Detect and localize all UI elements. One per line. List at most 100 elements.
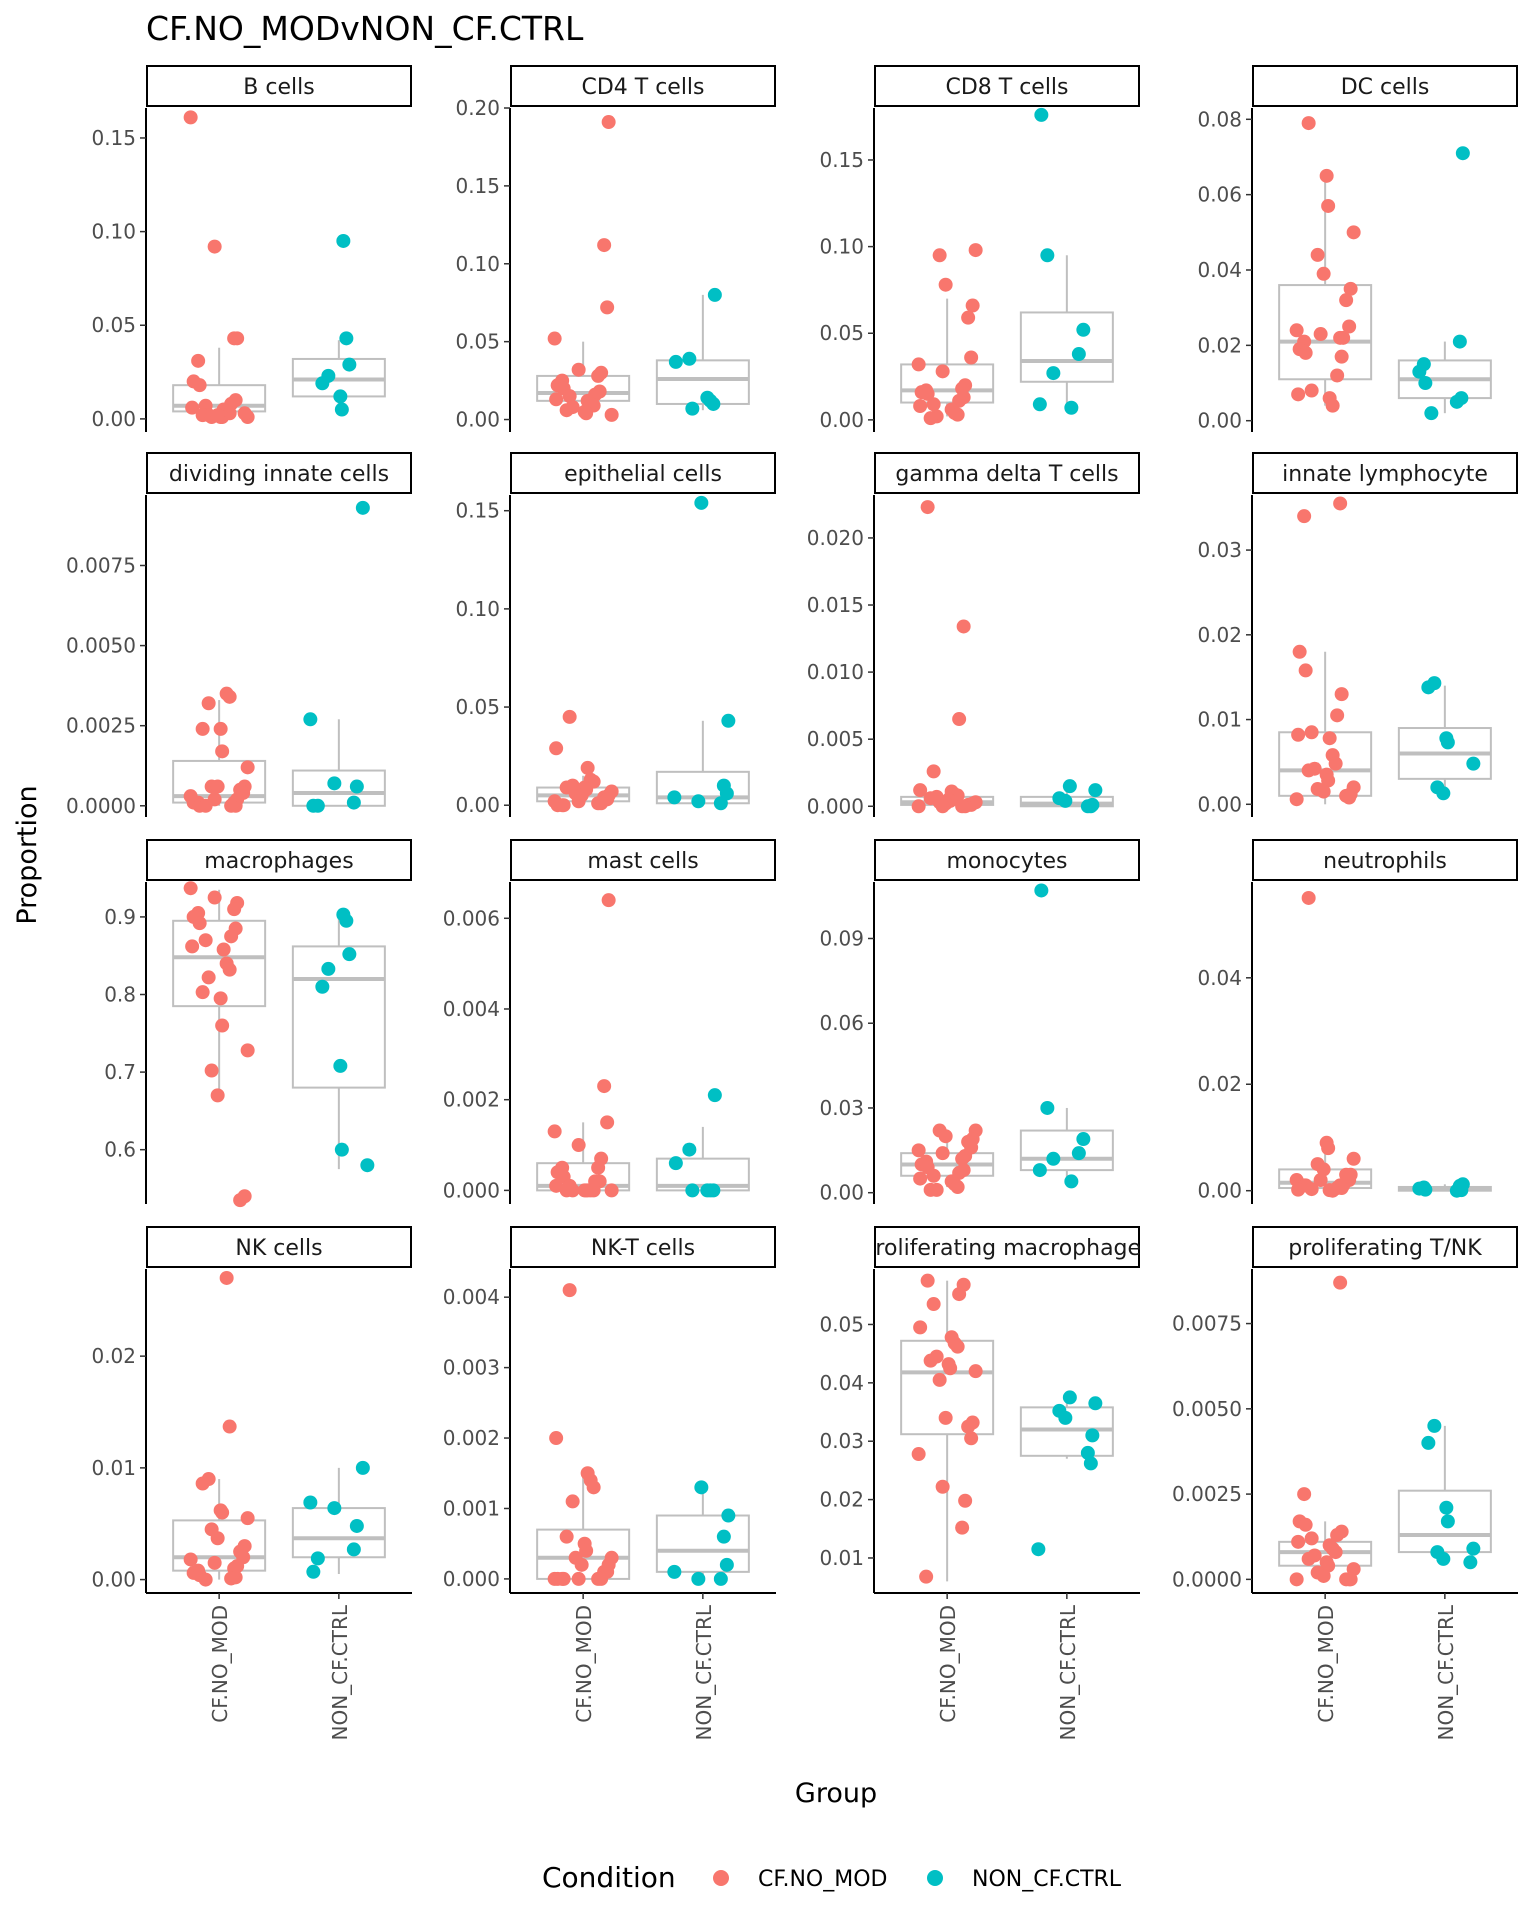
- data-point-cf-no-mod: [1291, 727, 1306, 742]
- data-point-cf-no-mod: [185, 939, 200, 954]
- y-tick-label: 0.002: [443, 1426, 500, 1450]
- data-point-cf-no-mod: [1333, 496, 1348, 511]
- data-point-cf-no-mod: [1298, 1517, 1313, 1532]
- data-point-cf-no-mod: [1333, 330, 1348, 345]
- y-tick-label: 0.00: [819, 408, 864, 432]
- data-point-non-cf-ctrl: [1064, 400, 1079, 415]
- y-tick-label: 0.000: [807, 794, 864, 818]
- data-point-non-cf-ctrl: [667, 1564, 682, 1579]
- data-point-non-cf-ctrl: [1463, 1555, 1478, 1570]
- data-point-cf-no-mod: [926, 1168, 941, 1183]
- y-tick-label: 0.02: [1197, 1072, 1242, 1096]
- data-point-cf-no-mod: [1316, 1568, 1331, 1583]
- boxplot-non-cf-ctrl: [1397, 341, 1492, 414]
- boxplot-cf-no-mod: [900, 298, 995, 417]
- y-tick-label: 0.02: [1197, 623, 1242, 647]
- y-tick-label: 0.0025: [1172, 1482, 1242, 1506]
- data-point-cf-no-mod: [1316, 1162, 1331, 1177]
- box-iqr: [172, 1519, 267, 1572]
- data-point-cf-no-mod: [591, 796, 606, 811]
- data-point-cf-no-mod: [559, 1529, 574, 1544]
- strip-label: proliferating T/NK: [1288, 1236, 1482, 1261]
- strip-box: [510, 452, 776, 494]
- data-point-non-cf-ctrl: [685, 401, 700, 416]
- strip-box: [510, 1226, 776, 1268]
- facet-dc-cells: DC cells 0.00 0.02 0.04 0.06 0.08: [1197, 65, 1518, 433]
- strip-label: CD4 T cells: [581, 75, 704, 100]
- data-point-cf-no-mod: [1334, 687, 1349, 702]
- data-point-cf-no-mod: [938, 1129, 953, 1144]
- y-tick-label: 0.20: [455, 96, 500, 120]
- y-tick-label: 0.02: [91, 1344, 136, 1368]
- facet-epithelial-cells: epithelial cells 0.00 0.05 0.10 0.15: [455, 452, 776, 817]
- strip-box: [510, 65, 776, 107]
- strip-label: dividing innate cells: [169, 462, 389, 487]
- data-point-cf-no-mod: [600, 300, 615, 315]
- legend-key-non-cf-ctrl: [927, 1870, 943, 1886]
- data-point-cf-no-mod: [586, 1480, 601, 1495]
- data-point-cf-no-mod: [198, 933, 213, 948]
- data-point-cf-no-mod: [604, 1183, 619, 1198]
- y-tick-label: 0.05: [819, 321, 864, 345]
- data-point-cf-no-mod: [1316, 784, 1331, 799]
- facet-monocytes: monocytes 0.00 0.03 0.06 0.09: [819, 839, 1140, 1205]
- data-point-cf-no-mod: [913, 399, 928, 414]
- data-point-cf-no-mod: [968, 1364, 983, 1379]
- data-point-non-cf-ctrl: [1440, 735, 1455, 750]
- y-tick-label: 0.0050: [66, 634, 136, 658]
- data-point-cf-no-mod: [950, 407, 965, 422]
- data-point-cf-no-mod: [911, 1143, 926, 1158]
- data-point-cf-no-mod: [210, 1531, 225, 1546]
- box-iqr: [291, 945, 386, 1089]
- data-point-non-cf-ctrl: [694, 495, 709, 510]
- data-point-cf-no-mod: [571, 794, 586, 809]
- data-point-cf-no-mod: [207, 890, 222, 905]
- data-point-cf-no-mod: [207, 239, 222, 254]
- data-point-non-cf-ctrl: [303, 712, 318, 727]
- facet-cd4-t-cells: CD4 T cells 0.00 0.05 0.10 0.15 0.20: [455, 65, 776, 432]
- data-point-cf-no-mod: [913, 783, 928, 798]
- x-tick-label: CF.NO_MOD: [572, 1605, 596, 1723]
- strip-box: [874, 65, 1140, 107]
- data-point-non-cf-ctrl: [1449, 394, 1464, 409]
- strip-label: macrophages: [204, 849, 353, 874]
- data-point-non-cf-ctrl: [1466, 1541, 1481, 1556]
- data-point-cf-no-mod: [210, 779, 225, 794]
- y-tick-label: 0.10: [819, 235, 864, 259]
- data-point-non-cf-ctrl: [1436, 786, 1451, 801]
- data-point-cf-no-mod: [935, 1479, 950, 1494]
- data-point-cf-no-mod: [597, 1079, 612, 1094]
- data-point-cf-no-mod: [1346, 1151, 1361, 1166]
- y-tick-label: 0.0075: [1172, 1312, 1242, 1336]
- y-tick-label: 0.00: [455, 793, 500, 817]
- data-point-non-cf-ctrl: [303, 1495, 318, 1510]
- data-point-cf-no-mod: [549, 741, 564, 756]
- data-point-cf-no-mod: [601, 893, 616, 908]
- y-tick-label: 0.15: [91, 126, 136, 150]
- y-tick-label: 0.010: [807, 660, 864, 684]
- data-point-cf-no-mod: [183, 881, 198, 896]
- data-point-non-cf-ctrl: [721, 713, 736, 728]
- data-point-non-cf-ctrl: [682, 351, 697, 366]
- strip-label: DC cells: [1341, 75, 1430, 100]
- data-point-cf-no-mod: [215, 1018, 230, 1033]
- y-tick-label: 0.03: [1197, 538, 1242, 562]
- y-tick-label: 0.00: [91, 407, 136, 431]
- data-point-cf-no-mod: [1289, 1572, 1304, 1587]
- data-point-cf-no-mod: [559, 403, 574, 418]
- data-point-non-cf-ctrl: [360, 1158, 375, 1173]
- data-point-non-cf-ctrl: [707, 1088, 722, 1103]
- data-point-cf-no-mod: [1298, 345, 1313, 360]
- data-point-cf-no-mod: [1297, 509, 1312, 524]
- data-point-cf-no-mod: [213, 721, 228, 736]
- y-tick-label: 0.015: [807, 593, 864, 617]
- y-tick-label: 0.7: [104, 1060, 136, 1084]
- legend: Condition CF.NO_MOD NON_CF.CTRL: [542, 1861, 1122, 1894]
- x-tick-label: NON_CF.CTRL: [328, 1604, 352, 1740]
- data-point-non-cf-ctrl: [1455, 146, 1470, 161]
- y-tick-label: 0.01: [91, 1456, 136, 1480]
- data-point-cf-no-mod: [191, 353, 206, 368]
- data-point-non-cf-ctrl: [1421, 1435, 1436, 1450]
- data-point-cf-no-mod: [1304, 1531, 1319, 1546]
- y-tick-label: 0.0000: [1172, 1567, 1242, 1591]
